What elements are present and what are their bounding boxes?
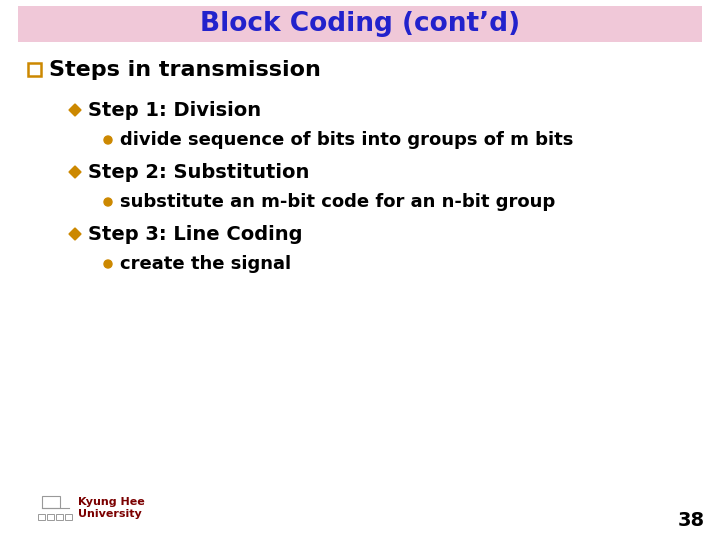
Text: Kyung Hee: Kyung Hee xyxy=(78,497,145,507)
Polygon shape xyxy=(69,104,81,116)
Text: Steps in transmission: Steps in transmission xyxy=(49,59,321,79)
Text: Step 1: Division: Step 1: Division xyxy=(88,100,261,119)
Text: create the signal: create the signal xyxy=(120,255,291,273)
FancyBboxPatch shape xyxy=(42,496,60,508)
Text: 38: 38 xyxy=(678,511,705,530)
Text: Block Coding (cont’d): Block Coding (cont’d) xyxy=(200,11,520,37)
FancyBboxPatch shape xyxy=(65,514,72,520)
FancyBboxPatch shape xyxy=(18,6,702,42)
Circle shape xyxy=(104,260,112,268)
FancyBboxPatch shape xyxy=(38,514,45,520)
Polygon shape xyxy=(69,166,81,178)
FancyBboxPatch shape xyxy=(28,63,41,76)
FancyBboxPatch shape xyxy=(56,514,63,520)
Circle shape xyxy=(104,198,112,206)
Text: University: University xyxy=(78,509,142,519)
Text: Step 3: Line Coding: Step 3: Line Coding xyxy=(88,225,302,244)
Circle shape xyxy=(104,136,112,144)
FancyBboxPatch shape xyxy=(47,514,54,520)
Text: substitute an m-bit code for an n-bit group: substitute an m-bit code for an n-bit gr… xyxy=(120,193,555,211)
Text: Step 2: Substitution: Step 2: Substitution xyxy=(88,163,310,181)
Polygon shape xyxy=(69,228,81,240)
Text: divide sequence of bits into groups of m bits: divide sequence of bits into groups of m… xyxy=(120,131,573,149)
